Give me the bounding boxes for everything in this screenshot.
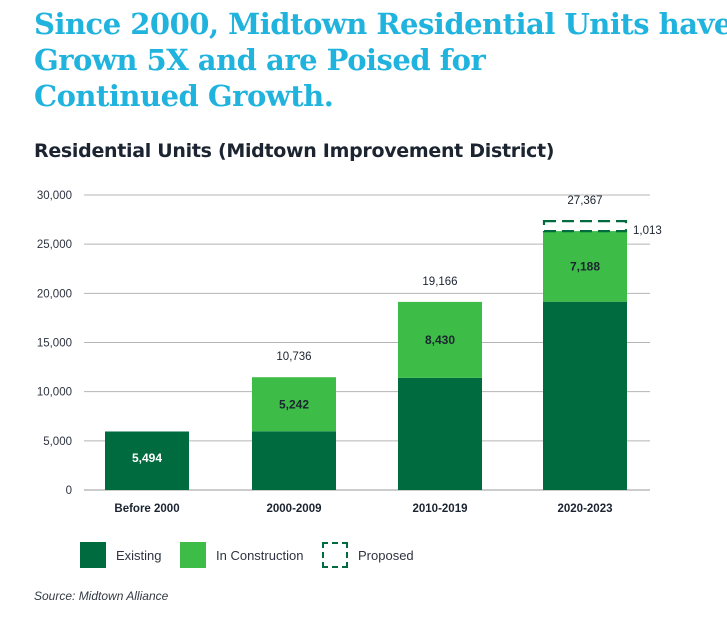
headline: Since 2000, Midtown Residential Units ha…	[34, 6, 727, 114]
y-tick-label: 15,000	[37, 338, 72, 350]
x-tick-label: 2020-2023	[558, 503, 613, 515]
legend-swatch-existing	[80, 542, 106, 568]
y-tick-label: 10,000	[37, 387, 72, 399]
bar-in-construction	[398, 301, 482, 378]
bar-in-construction	[252, 377, 336, 432]
headline-line-3: Continued Growth.	[34, 79, 334, 113]
x-tick-label: Before 2000	[114, 503, 179, 515]
bar-proposed	[542, 220, 628, 233]
chart-title: Residential Units (Midtown Improvement D…	[34, 140, 555, 162]
y-tick-label: 20,000	[37, 288, 72, 300]
data-label-in-construction: 7,188	[570, 259, 600, 273]
source-note: Source: Midtown Alliance	[34, 589, 169, 603]
data-label-existing: 5,494	[132, 451, 162, 465]
y-tick-label: 25,000	[37, 239, 72, 251]
legend-label-in-construction: In Construction	[216, 547, 304, 563]
headline-line-2: Grown 5X and are Poised for	[34, 43, 486, 77]
legend-item-in-construction: In Construction	[180, 540, 303, 570]
y-tick-label: 30,000	[37, 190, 72, 202]
legend-swatch-in-construction	[180, 542, 206, 568]
legend-swatch-proposed	[322, 542, 348, 568]
legend-label-proposed: Proposed	[358, 547, 414, 563]
legend-item-proposed: Proposed	[322, 540, 414, 570]
bar-existing	[105, 431, 189, 490]
bar-existing	[543, 301, 627, 490]
data-label-proposed: 1,013	[633, 225, 662, 237]
total-label: 27,367	[567, 195, 602, 207]
y-tick-label: 5,000	[43, 436, 72, 448]
data-label-in-construction: 8,430	[425, 333, 455, 347]
bar-chart: 0 5,000 10,000 15,000 20,000 25,000 30,000 5,49…	[37, 190, 662, 515]
y-tick-label: 0	[66, 485, 72, 497]
x-tick-label: 2000-2009	[267, 503, 322, 515]
data-label-in-construction: 5,242	[279, 397, 309, 411]
legend-label-existing: Existing	[116, 547, 162, 563]
total-label: 10,736	[276, 351, 311, 363]
headline-line-1: Since 2000, Midtown Residential Units ha…	[34, 7, 727, 41]
legend-item-existing: Existing	[80, 540, 162, 570]
bar-existing	[252, 431, 336, 490]
x-tick-label: 2010-2019	[413, 503, 468, 515]
bar-existing	[398, 377, 482, 490]
total-label: 19,166	[422, 276, 457, 288]
bar-in-construction	[543, 231, 627, 302]
